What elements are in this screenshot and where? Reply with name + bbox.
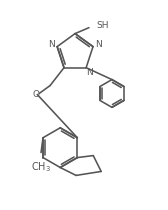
Text: N: N: [49, 41, 55, 49]
Text: N: N: [95, 41, 102, 49]
Text: SH: SH: [96, 21, 108, 30]
Text: CH$_3$: CH$_3$: [31, 160, 51, 174]
Text: O: O: [33, 90, 40, 99]
Text: N: N: [86, 68, 93, 77]
